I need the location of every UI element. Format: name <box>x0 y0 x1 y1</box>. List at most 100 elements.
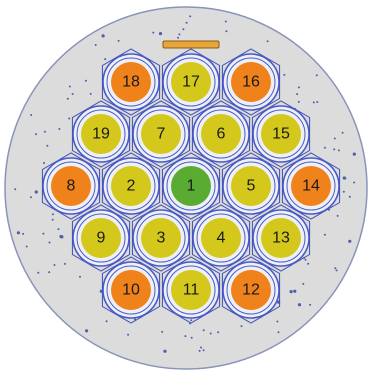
plate-hole <box>57 228 60 231</box>
plate-hole <box>48 241 51 244</box>
plate-hole <box>266 40 269 43</box>
cell-label: 19 <box>92 126 110 143</box>
cell-hexagon <box>221 152 281 220</box>
cell-label: 4 <box>217 230 226 247</box>
fuel-cell-18: 18 <box>101 48 161 116</box>
fuel-cell-4: 4 <box>191 204 251 272</box>
plate-hole <box>200 346 202 349</box>
cell-fill-yellow <box>261 218 301 258</box>
plate-hole <box>341 131 344 134</box>
fuel-cell-1: 1 <box>161 152 221 220</box>
plate-hole <box>202 349 205 352</box>
plate-hole <box>16 231 20 235</box>
plate-hole <box>178 33 181 36</box>
plate-hole <box>336 214 339 217</box>
plate-hole <box>323 233 326 236</box>
plate-hole <box>46 144 49 147</box>
cell-fill-yellow <box>231 166 271 206</box>
cell-fill-orange <box>111 62 151 102</box>
cell-label: 12 <box>242 282 260 299</box>
plate-hole <box>352 152 356 156</box>
cell-fill-yellow <box>111 166 151 206</box>
plate-hole <box>293 289 297 293</box>
cell-inner-ring <box>76 109 126 159</box>
plate-hole <box>333 137 336 140</box>
plate-hole <box>202 329 205 332</box>
plate-hole <box>302 282 305 285</box>
plate-hole <box>22 232 25 235</box>
plate-hole <box>348 195 351 198</box>
cell-fill-orange <box>51 166 91 206</box>
fuel-cell-5: 5 <box>221 152 281 220</box>
cell-inner-ring <box>226 161 276 211</box>
plate-hole <box>48 271 51 274</box>
plate-hole <box>277 331 280 334</box>
plate-hole <box>182 28 185 31</box>
cell-hexagon <box>71 100 131 168</box>
plate-hole <box>60 235 64 239</box>
cell-fill-yellow <box>141 218 181 258</box>
plate-hole <box>184 335 187 338</box>
cell-inner-ring <box>196 109 246 159</box>
plate-hole <box>105 320 108 323</box>
plate-hole <box>101 34 105 38</box>
plate-hole <box>297 303 302 307</box>
fuel-cell-15: 15 <box>251 100 311 168</box>
fuel-cell-6: 6 <box>191 100 251 168</box>
cell-fill-orange <box>231 270 271 310</box>
fuel-cell-3: 3 <box>131 204 191 272</box>
plate-hole <box>289 290 293 294</box>
cell-fill-yellow <box>171 62 211 102</box>
plate-hole <box>315 74 318 77</box>
plate-hole <box>94 44 97 46</box>
plate-hole <box>342 190 345 193</box>
fuel-cell-16: 16 <box>221 48 281 116</box>
plate-hole <box>158 31 163 36</box>
cell-inner-ring <box>196 213 246 263</box>
cell-inner-ring <box>106 57 156 107</box>
cell-inner-ring <box>136 213 186 263</box>
cell-fill-orange <box>231 62 271 102</box>
cell-label: 14 <box>302 178 320 195</box>
plate-hole <box>198 349 201 352</box>
cell-label: 18 <box>122 74 140 91</box>
plate-hole <box>43 162 45 164</box>
plate-hole <box>79 275 81 278</box>
plate-hole <box>163 349 167 353</box>
plate-hole <box>344 177 347 180</box>
fuel-cell-12: 12 <box>221 256 281 324</box>
plate-hole <box>190 336 193 339</box>
cell-inner-ring <box>106 265 156 315</box>
cell-fill-yellow <box>201 218 241 258</box>
cell-inner-ring <box>76 213 126 263</box>
plate-hole <box>68 85 71 88</box>
cell-fill-center <box>171 166 211 206</box>
plate-hole <box>30 196 32 199</box>
plate-hole <box>309 303 312 306</box>
cell-label: 15 <box>272 126 290 143</box>
plate-hole <box>333 148 336 151</box>
cell-hexagon <box>281 152 341 220</box>
plate-hole <box>312 101 315 104</box>
fuel-cell-9: 9 <box>71 204 131 272</box>
cell-label: 1 <box>187 178 196 195</box>
plate-hole <box>189 15 192 18</box>
cell-fill-orange <box>111 270 151 310</box>
plate-hole <box>66 97 69 100</box>
fuel-cell-13: 13 <box>251 204 311 272</box>
cell-hexagon <box>191 204 251 272</box>
fuel-cell-7: 7 <box>131 100 191 168</box>
cell-inner-ring <box>226 265 276 315</box>
plate-hole <box>297 100 300 103</box>
plate-hole <box>225 30 228 33</box>
fuel-cell-19: 19 <box>71 100 131 168</box>
cell-fill-orange <box>291 166 331 206</box>
plate-hole <box>334 267 337 270</box>
plate-hole <box>127 333 130 336</box>
cell-inner-ring <box>106 161 156 211</box>
cell-label: 11 <box>183 282 200 299</box>
cell-hexagon <box>101 48 161 116</box>
cell-fill-yellow <box>141 114 181 154</box>
plate-hole <box>283 73 286 76</box>
